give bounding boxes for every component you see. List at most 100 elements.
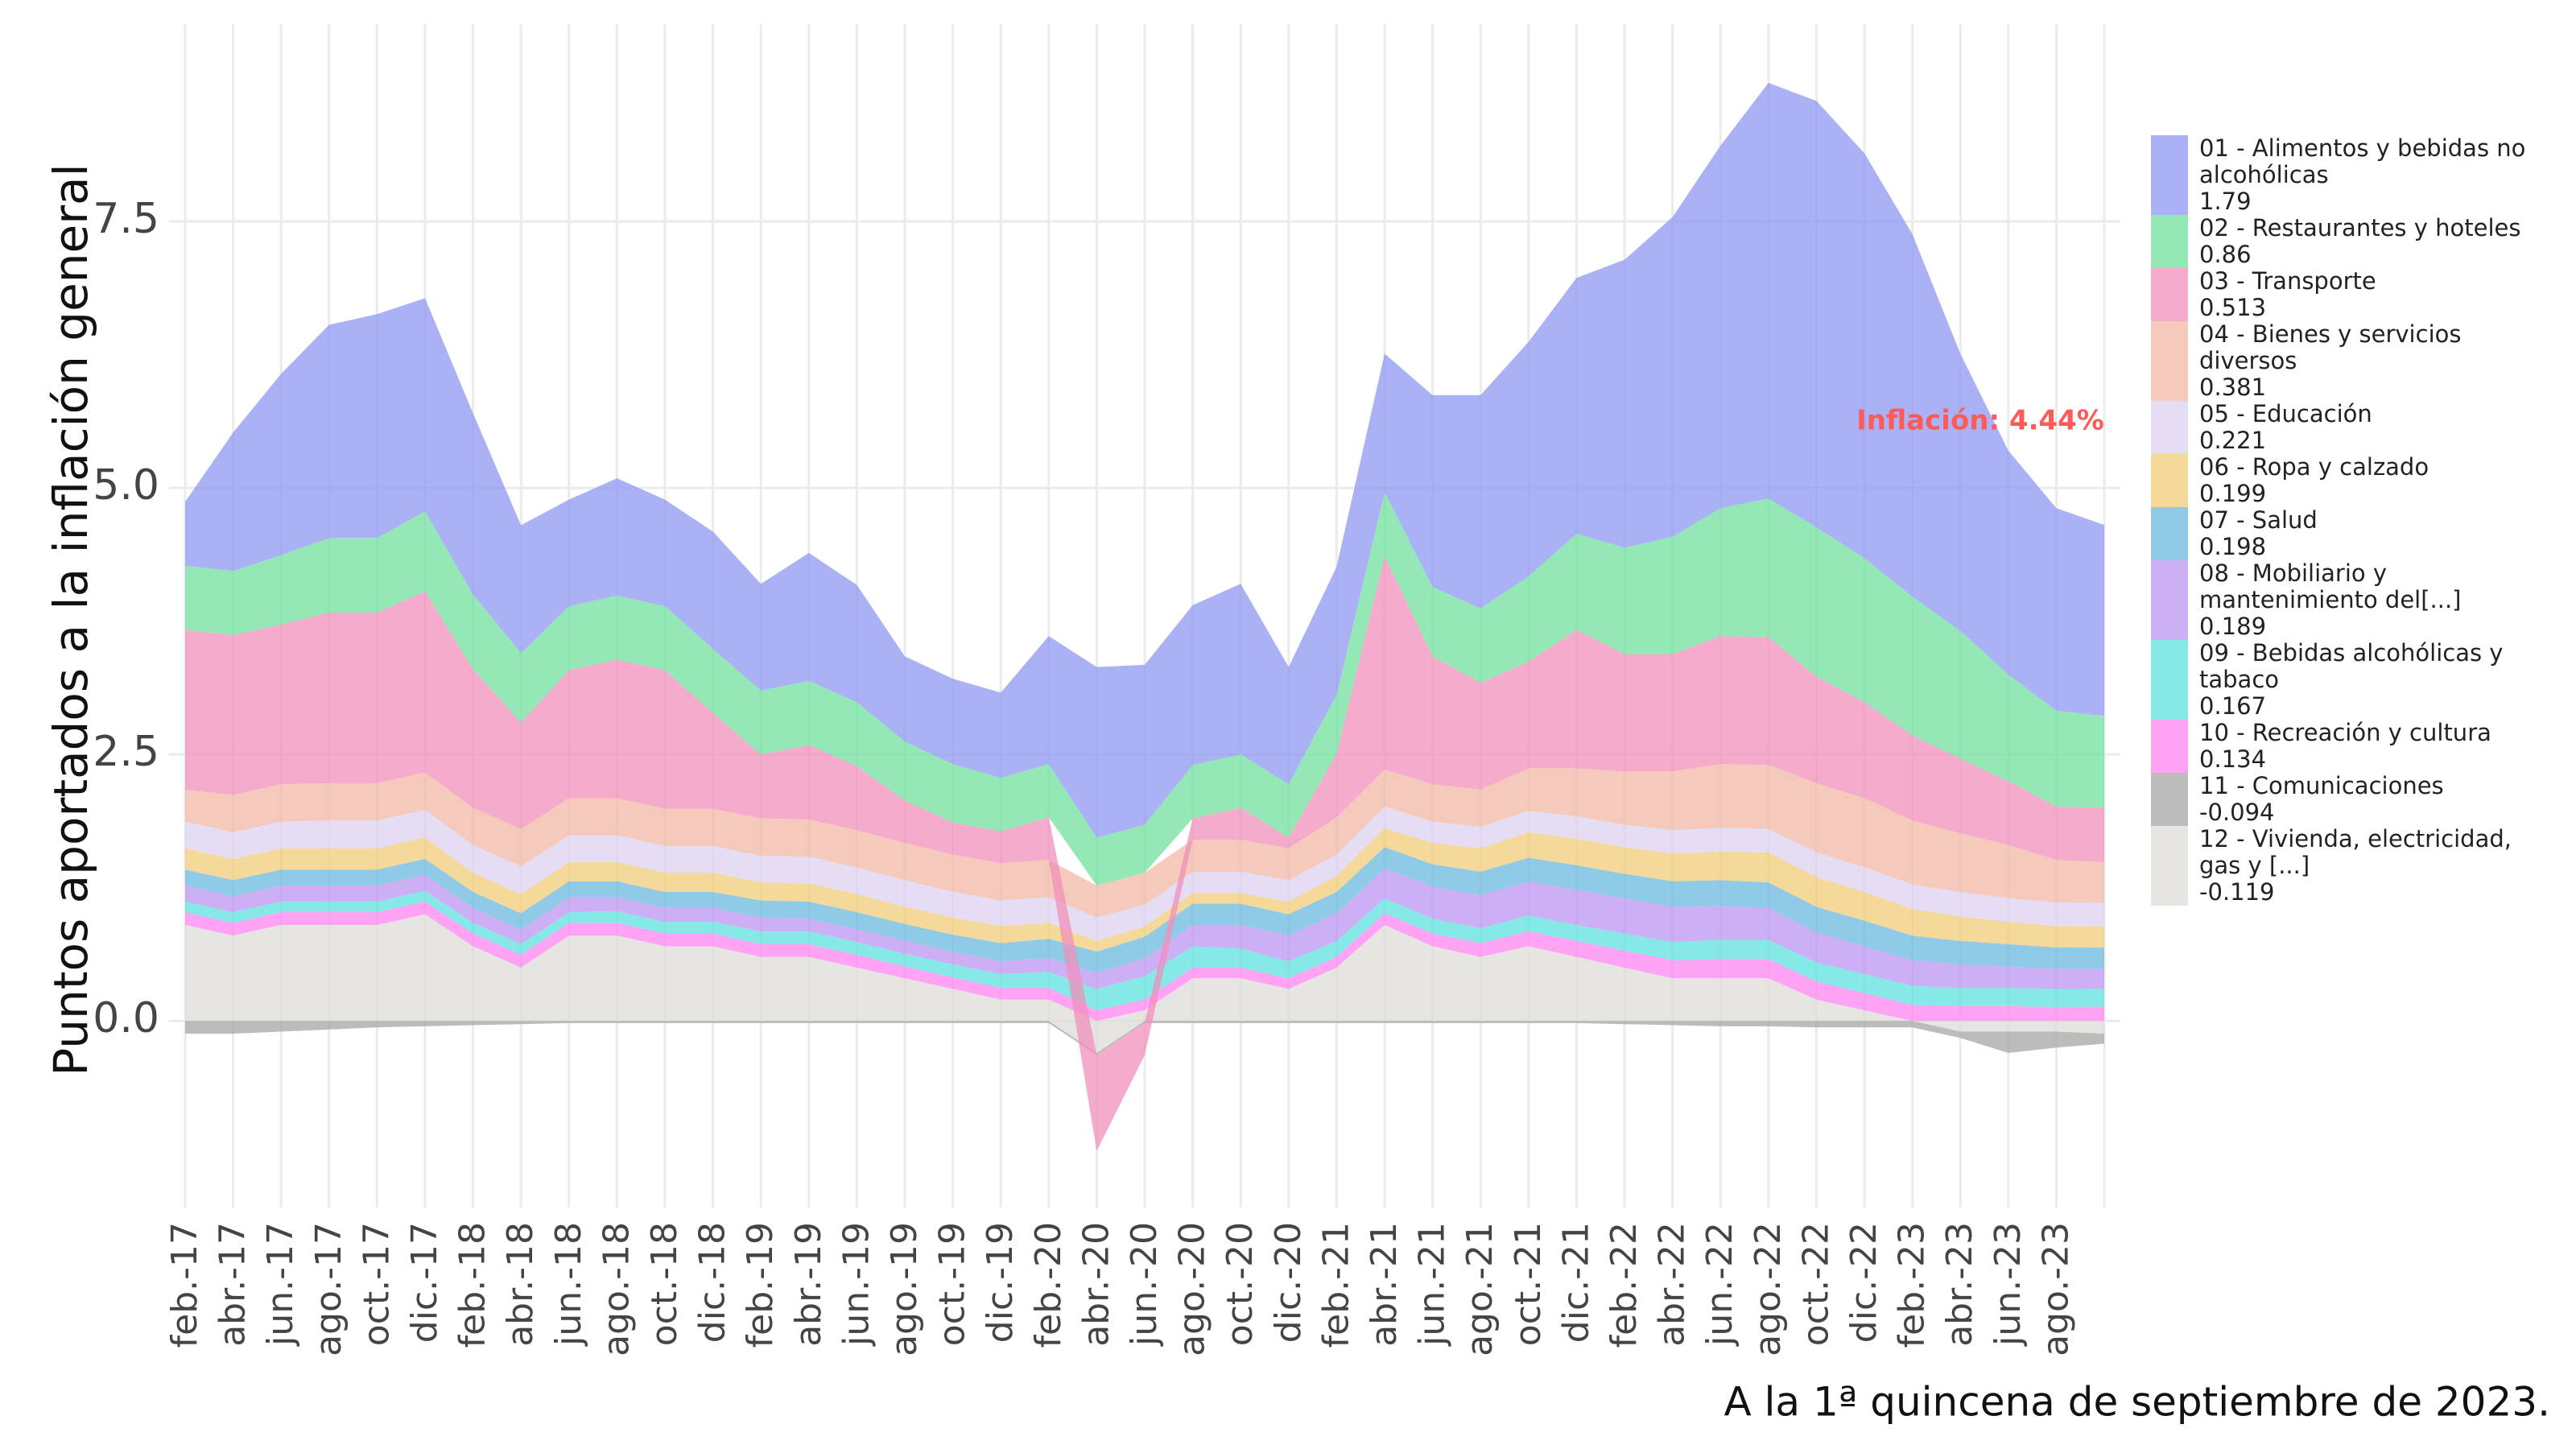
legend-key xyxy=(2151,507,2188,560)
legend-entry: 04 - Bienes y servicios diversos 0.381 xyxy=(2151,321,2553,401)
y-tick-label: 5.0 xyxy=(93,461,159,510)
legend-text: 01 - Alimentos y bebidas no alcohólicas 1… xyxy=(2199,135,2537,215)
legend-label: 03 - Transporte xyxy=(2199,267,2376,295)
x-tick-label: abr.-23 xyxy=(1939,1222,1980,1347)
y-tick-label: 7.5 xyxy=(93,195,159,243)
x-tick-label: jun.-21 xyxy=(1412,1222,1453,1347)
x-tick-label: feb.-22 xyxy=(1604,1222,1645,1348)
legend-label: 10 - Recreación y cultura xyxy=(2199,719,2491,746)
y-axis-title: Puntos aportados a la inflación general xyxy=(43,163,98,1075)
legend-entry: 09 - Bebidas alcohólicas y tabaco 0.167 xyxy=(2151,640,2553,720)
x-tick-label: ago.-22 xyxy=(1748,1222,1789,1356)
x-tick-label: abr.-18 xyxy=(500,1222,541,1347)
legend-label: 06 - Ropa y calzado xyxy=(2199,453,2429,481)
legend-value: 0.381 xyxy=(2199,374,2267,401)
x-tick-label: jun.-22 xyxy=(1699,1222,1740,1347)
legend-text: 08 - Mobiliario y mantenimiento del[...]… xyxy=(2199,560,2537,640)
legend-label: 05 - Educación xyxy=(2199,400,2372,427)
x-tick-label: feb.-17 xyxy=(164,1222,205,1348)
x-tick-label: jun.-20 xyxy=(1124,1222,1165,1347)
x-tick-label: oct.-19 xyxy=(932,1222,973,1346)
x-tick-label: abr.-21 xyxy=(1364,1222,1405,1347)
area xyxy=(185,82,2104,838)
legend-entry: 07 - Salud 0.198 xyxy=(2151,507,2553,560)
legend-key xyxy=(2151,773,2188,826)
x-tick-label: abr.-17 xyxy=(213,1222,254,1347)
legend-text: 04 - Bienes y servicios diversos 0.381 xyxy=(2199,321,2537,401)
legend-text: 12 - Vivienda, electricidad, gas y [...]… xyxy=(2199,826,2537,906)
x-tick-label: jun.-17 xyxy=(260,1222,301,1347)
legend-key xyxy=(2151,454,2188,507)
legend-entry: 08 - Mobiliario y mantenimiento del[...]… xyxy=(2151,560,2553,640)
x-tick-label: oct.-20 xyxy=(1220,1222,1261,1346)
x-tick-label: dic.-17 xyxy=(404,1222,445,1343)
x-tick-label: feb.-21 xyxy=(1315,1222,1356,1348)
legend-value: 0.221 xyxy=(2199,427,2267,454)
legend-entry: 10 - Recreación y cultura 0.134 xyxy=(2151,720,2553,773)
legend-text: 09 - Bebidas alcohólicas y tabaco 0.167 xyxy=(2199,640,2537,720)
x-tick-label: abr.-22 xyxy=(1652,1222,1693,1347)
legend-entry: 05 - Educación 0.221 xyxy=(2151,401,2553,454)
x-tick-label: dic.-19 xyxy=(980,1222,1021,1343)
x-tick-label: oct.-17 xyxy=(356,1222,397,1346)
areas xyxy=(185,82,2104,1151)
legend-text: 05 - Educación 0.221 xyxy=(2199,401,2537,454)
legend-label: 08 - Mobiliario y mantenimiento del[...] xyxy=(2199,559,2462,613)
x-tick-label: ago.-18 xyxy=(596,1222,637,1356)
legend-entry: 11 - Comunicaciones -0.094 xyxy=(2151,773,2553,826)
x-tick-label: abr.-19 xyxy=(788,1222,829,1347)
legend-label: 12 - Vivienda, electricidad, gas y [...] xyxy=(2199,825,2512,879)
x-tick-label: dic.-21 xyxy=(1555,1222,1596,1343)
area xyxy=(185,555,2104,1151)
legend: 01 - Alimentos y bebidas no alcohólicas 1… xyxy=(2151,135,2553,906)
legend-label: 02 - Restaurantes y hoteles xyxy=(2199,214,2521,242)
x-tick-label: jun.-18 xyxy=(548,1222,589,1347)
area xyxy=(185,914,2104,1053)
x-tick-label: dic.-20 xyxy=(1268,1222,1309,1343)
x-tick-label: oct.-21 xyxy=(1508,1222,1549,1346)
legend-value: -0.094 xyxy=(2199,799,2275,826)
x-tick-label: ago.-21 xyxy=(1459,1222,1501,1356)
legend-key xyxy=(2151,215,2188,268)
area xyxy=(185,807,2104,941)
legend-text: 10 - Recreación y cultura 0.134 xyxy=(2199,720,2537,773)
area xyxy=(185,1021,2104,1055)
legend-value: -0.119 xyxy=(2199,878,2275,906)
legend-entry: 02 - Restaurantes y hoteles 0.86 xyxy=(2151,215,2553,268)
legend-key xyxy=(2151,135,2188,215)
legend-label: 04 - Bienes y servicios diversos xyxy=(2199,320,2462,374)
x-tick-label: oct.-18 xyxy=(644,1222,685,1346)
legend-value: 0.513 xyxy=(2199,294,2267,321)
x-tick-label: jun.-23 xyxy=(1988,1222,2029,1347)
y-tick-label: 0.0 xyxy=(93,994,159,1042)
legend-value: 0.189 xyxy=(2199,613,2267,640)
legend-key xyxy=(2151,321,2188,401)
legend-value: 0.134 xyxy=(2199,745,2267,773)
x-tick-label: feb.-20 xyxy=(1028,1222,1069,1348)
x-tick-label: abr.-20 xyxy=(1075,1222,1117,1347)
x-tick-label: ago.-20 xyxy=(1172,1222,1213,1356)
area xyxy=(185,847,2104,973)
legend-entry: 03 - Transporte 0.513 xyxy=(2151,268,2553,321)
legend-text: 02 - Restaurantes y hoteles 0.86 xyxy=(2199,215,2537,268)
legend-entry: 12 - Vivienda, electricidad, gas y [...]… xyxy=(2151,826,2553,906)
x-tick-label: ago.-19 xyxy=(884,1222,925,1356)
x-tick-label: feb.-19 xyxy=(740,1222,781,1348)
legend-value: 0.198 xyxy=(2199,533,2267,560)
x-tick-label: ago.-23 xyxy=(2035,1222,2076,1356)
x-tick-label: dic.-18 xyxy=(692,1222,733,1343)
axes: 0.0 2.5 5.0 7.5 feb.-17 abr.-17 jun.-17 ago.-17… xyxy=(93,195,2076,1356)
legend-label: 11 - Comunicaciones xyxy=(2199,772,2444,799)
area xyxy=(185,828,2104,952)
legend-key xyxy=(2151,401,2188,454)
legend-label: 07 - Salud xyxy=(2199,506,2318,534)
area xyxy=(185,492,2104,886)
legend-entry: 01 - Alimentos y bebidas no alcohólicas 1… xyxy=(2151,135,2553,215)
x-tick-label: ago.-17 xyxy=(308,1222,349,1356)
legend-text: 06 - Ropa y calzado 0.199 xyxy=(2199,454,2537,507)
legend-text: 11 - Comunicaciones -0.094 xyxy=(2199,773,2537,826)
area xyxy=(185,890,2104,1010)
legend-text: 07 - Salud 0.198 xyxy=(2199,507,2537,560)
